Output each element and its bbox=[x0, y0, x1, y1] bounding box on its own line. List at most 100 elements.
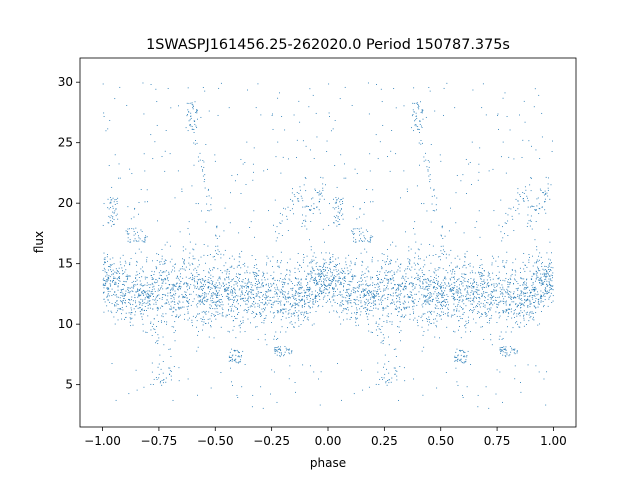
data-point bbox=[173, 366, 175, 368]
data-point bbox=[195, 125, 197, 127]
data-point bbox=[413, 311, 415, 313]
data-point bbox=[263, 322, 265, 324]
data-point bbox=[107, 293, 109, 295]
data-point bbox=[346, 313, 348, 315]
data-point bbox=[544, 192, 546, 194]
data-point bbox=[405, 288, 407, 290]
data-point bbox=[470, 303, 472, 305]
data-point bbox=[217, 300, 219, 302]
data-point bbox=[148, 295, 150, 297]
data-point bbox=[188, 262, 190, 264]
data-point bbox=[177, 302, 179, 304]
data-point bbox=[469, 262, 471, 264]
data-point bbox=[124, 281, 126, 283]
data-point bbox=[315, 295, 317, 296]
data-point bbox=[306, 255, 308, 257]
data-point bbox=[394, 374, 396, 375]
data-point bbox=[341, 296, 343, 298]
data-point bbox=[462, 300, 464, 301]
data-point bbox=[427, 278, 429, 280]
data-point bbox=[505, 346, 507, 348]
data-point bbox=[320, 276, 321, 278]
data-point bbox=[358, 240, 360, 242]
data-point bbox=[242, 285, 244, 287]
data-point bbox=[186, 306, 188, 308]
data-point bbox=[171, 314, 173, 316]
data-point bbox=[209, 291, 210, 293]
data-point bbox=[381, 268, 383, 270]
data-point bbox=[356, 307, 357, 309]
data-point bbox=[468, 322, 469, 324]
data-point bbox=[288, 312, 290, 314]
data-point bbox=[114, 281, 116, 283]
data-point bbox=[256, 281, 257, 282]
data-point bbox=[347, 284, 349, 285]
data-point bbox=[524, 264, 526, 266]
data-point bbox=[141, 309, 143, 311]
data-point bbox=[515, 288, 517, 290]
data-point bbox=[128, 393, 130, 395]
data-point bbox=[311, 266, 313, 268]
data-point bbox=[482, 284, 484, 285]
data-point bbox=[510, 279, 512, 281]
data-point bbox=[396, 271, 398, 273]
data-point bbox=[427, 169, 429, 171]
data-point bbox=[124, 294, 126, 296]
data-point bbox=[236, 318, 238, 320]
data-point bbox=[491, 291, 493, 293]
data-point bbox=[253, 301, 255, 303]
data-point bbox=[366, 316, 368, 318]
data-point bbox=[230, 289, 232, 291]
data-point bbox=[511, 347, 513, 349]
data-point bbox=[520, 290, 522, 292]
data-point bbox=[312, 300, 314, 302]
data-point bbox=[234, 349, 236, 351]
data-point bbox=[301, 296, 303, 298]
data-point bbox=[336, 199, 337, 201]
data-point bbox=[309, 289, 310, 291]
data-point bbox=[500, 231, 502, 233]
data-point bbox=[106, 288, 108, 289]
data-point bbox=[112, 217, 114, 219]
data-point bbox=[259, 313, 261, 315]
data-point bbox=[134, 238, 136, 240]
data-point bbox=[539, 270, 541, 272]
data-point bbox=[314, 273, 316, 275]
data-point bbox=[214, 293, 216, 295]
data-point bbox=[534, 209, 536, 211]
data-point bbox=[384, 277, 386, 279]
data-point bbox=[361, 240, 363, 242]
data-point bbox=[544, 273, 546, 275]
data-point bbox=[354, 292, 356, 294]
data-point bbox=[399, 366, 401, 368]
data-point bbox=[178, 308, 180, 310]
data-point bbox=[225, 262, 227, 264]
data-point bbox=[185, 276, 187, 278]
data-point bbox=[142, 289, 144, 291]
data-point bbox=[194, 281, 196, 283]
data-point bbox=[513, 298, 515, 299]
data-point bbox=[238, 289, 240, 291]
data-point bbox=[155, 303, 157, 305]
data-point bbox=[341, 282, 342, 284]
data-point bbox=[410, 294, 412, 295]
data-point bbox=[406, 294, 408, 295]
data-point bbox=[240, 356, 242, 358]
data-point bbox=[527, 200, 529, 202]
data-point bbox=[145, 290, 147, 292]
data-point bbox=[263, 285, 264, 286]
data-point bbox=[417, 279, 419, 281]
data-point bbox=[335, 220, 337, 222]
data-point bbox=[155, 279, 157, 281]
data-point bbox=[201, 288, 203, 290]
data-point bbox=[286, 349, 287, 351]
data-point bbox=[238, 273, 240, 275]
data-point bbox=[506, 291, 508, 293]
data-point bbox=[438, 292, 440, 294]
data-point bbox=[172, 265, 174, 267]
data-point bbox=[534, 293, 536, 295]
data-point bbox=[247, 286, 249, 288]
data-point bbox=[218, 294, 220, 296]
data-point bbox=[335, 197, 337, 199]
data-point bbox=[116, 303, 118, 305]
